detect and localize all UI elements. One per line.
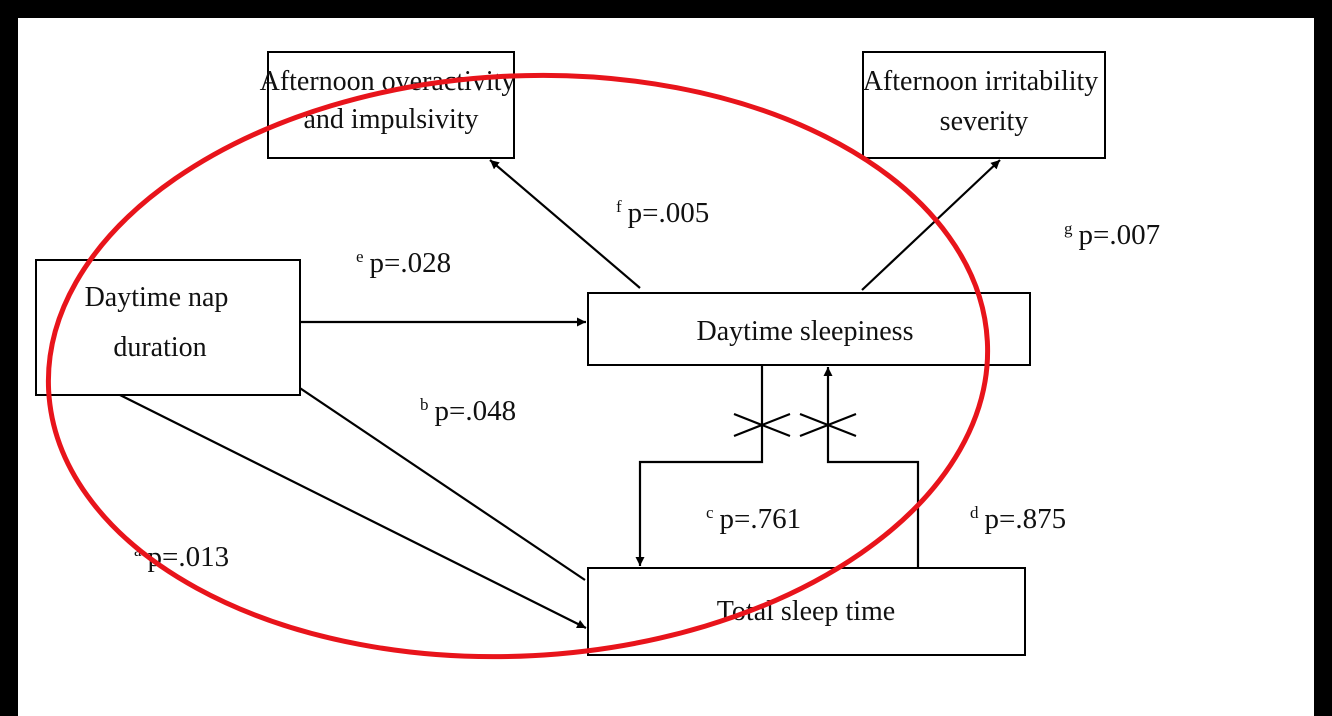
edge-label: f p=.005 xyxy=(616,197,709,229)
node-box xyxy=(862,51,1106,159)
cross-mark xyxy=(733,412,791,438)
edge-label: d p=.875 xyxy=(970,503,1066,535)
arrow xyxy=(489,159,641,289)
line: severity xyxy=(940,106,1029,137)
sup: c xyxy=(706,503,714,522)
node-box xyxy=(35,259,301,396)
p-value: p=.761 xyxy=(720,503,802,535)
line: Daytime nap xyxy=(85,282,229,313)
cross-mark xyxy=(799,412,857,438)
arrow xyxy=(823,367,920,568)
edge-label: b p=.048 xyxy=(420,395,516,427)
node-label: Daytime nap duration xyxy=(85,282,236,363)
p-value: p=.875 xyxy=(985,503,1067,535)
arrow xyxy=(861,159,1001,291)
sup: b xyxy=(420,395,429,414)
arrow xyxy=(275,371,586,581)
node-label: Daytime sleepiness xyxy=(697,316,914,347)
sup: d xyxy=(970,503,979,522)
arrow xyxy=(635,365,764,566)
arrow xyxy=(109,389,587,629)
line: and impulsivity xyxy=(304,104,479,135)
node-label: Afternoon irritability severity xyxy=(863,66,1106,137)
p-value: p=.005 xyxy=(628,197,710,229)
line: duration xyxy=(113,332,206,363)
p-value: p=.028 xyxy=(370,247,452,279)
highlight-ellipse xyxy=(45,72,991,660)
node-box xyxy=(587,567,1026,656)
nodes: Afternoon overactivity and impulsivity A… xyxy=(35,51,1106,656)
edge-label: c p=.761 xyxy=(706,503,801,535)
p-value: p=.007 xyxy=(1079,219,1161,251)
edge-label: e p=.028 xyxy=(356,247,451,279)
edge-labels: f p=.005 g p=.007 e p=.028 b p=.048 a p=.013 … xyxy=(134,197,1160,573)
edge-label: g p=.007 xyxy=(1064,219,1160,251)
p-value: p=.048 xyxy=(435,395,517,427)
sup: g xyxy=(1064,219,1073,238)
edges xyxy=(109,159,1001,629)
line: Afternoon irritability xyxy=(863,66,1099,97)
node-box xyxy=(587,292,1031,366)
sup: f xyxy=(616,197,622,216)
sup: e xyxy=(356,247,364,266)
node-box xyxy=(267,51,515,159)
